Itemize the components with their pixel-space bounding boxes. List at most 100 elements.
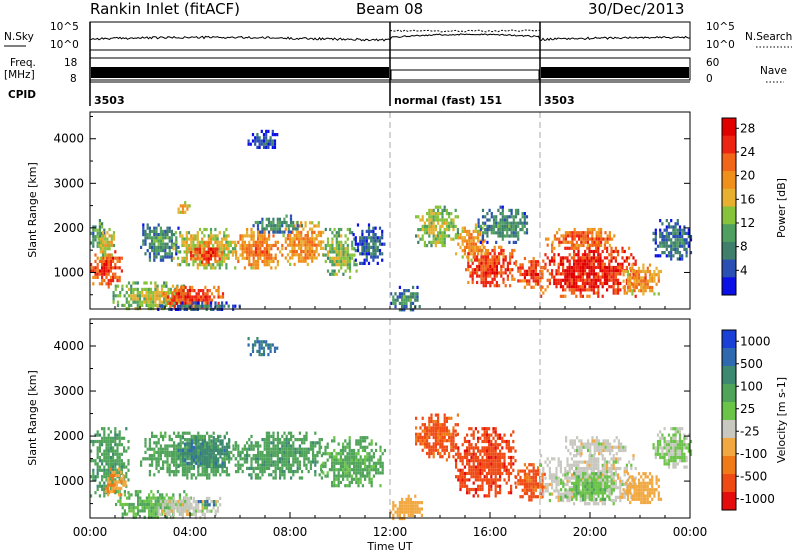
- power-cell: [361, 249, 364, 253]
- power-cell: [551, 243, 554, 247]
- power-cell: [376, 236, 379, 240]
- velocity-cell: [292, 470, 295, 474]
- velocity-cell: [423, 423, 426, 427]
- power-cell: [644, 285, 647, 290]
- power-cell: [603, 265, 606, 270]
- power-cell: [166, 226, 169, 230]
- power-cell: [426, 224, 429, 228]
- power-cell: [225, 266, 228, 270]
- power-cell: [670, 238, 673, 242]
- power-cell: [653, 279, 656, 283]
- power-cell: [621, 265, 624, 270]
- power-cell: [335, 272, 338, 276]
- power-cell: [272, 227, 275, 231]
- velocity-cell: [120, 436, 123, 440]
- velocity-cell: [126, 496, 129, 500]
- velocity-cell: [366, 452, 369, 456]
- power-cell: [432, 228, 435, 232]
- velocity-cell: [188, 454, 191, 458]
- power-cell: [495, 221, 498, 225]
- power-cell: [208, 289, 211, 293]
- velocity-cell: [183, 496, 187, 500]
- power-cell: [106, 253, 109, 257]
- velocity-cell: [219, 448, 222, 453]
- power-cell: [450, 212, 453, 216]
- velocity-cell: [217, 464, 220, 469]
- power-cell: [473, 271, 476, 275]
- power-cell: [625, 256, 628, 260]
- velocity-cell: [190, 448, 193, 453]
- power-cell: [370, 229, 373, 233]
- power-cell: [500, 271, 503, 275]
- power-cell: [398, 295, 401, 299]
- power-cell: [185, 237, 188, 241]
- velocity-cell: [156, 496, 159, 500]
- power-cell: [439, 240, 442, 244]
- velocity-cell: [103, 439, 106, 444]
- power-cell: [322, 230, 325, 234]
- power-cell: [186, 301, 189, 305]
- power-cell: [502, 255, 505, 259]
- velocity-cell: [173, 460, 176, 464]
- power-cell: [493, 274, 496, 278]
- power-cell: [421, 224, 424, 228]
- velocity-cell: [159, 447, 162, 451]
- power-cell: [234, 304, 237, 308]
- velocity-cell: [290, 463, 293, 467]
- power-cell: [116, 259, 119, 263]
- power-cell: [216, 244, 219, 248]
- power-cell: [575, 285, 578, 289]
- velocity-cell: [214, 448, 218, 453]
- velocity-cell: [166, 466, 169, 470]
- power-cell: [470, 252, 473, 256]
- power-cell: [243, 234, 246, 238]
- velocity-cell: [230, 457, 233, 461]
- power-cell: [340, 266, 343, 270]
- power-cell: [227, 234, 230, 238]
- power-cell: [361, 239, 364, 243]
- velocity-cell: [450, 435, 453, 440]
- velocity-cell: [261, 450, 264, 454]
- power-cell: [595, 237, 598, 241]
- power-cell: [241, 237, 244, 241]
- power-cell: [656, 244, 660, 248]
- power-patch: [545, 227, 616, 248]
- velocity-cell: [274, 444, 277, 448]
- power-cell: [672, 235, 675, 239]
- power-cell: [595, 259, 598, 263]
- power-cell: [170, 245, 173, 249]
- power-cell: [154, 297, 157, 301]
- power-cell: [495, 284, 498, 288]
- velocity-cell: [194, 512, 198, 516]
- power-cell: [207, 254, 210, 258]
- velocity-cell: [115, 483, 118, 487]
- velocity-cell: [342, 442, 345, 446]
- velocity-cell: [192, 455, 196, 459]
- velocity-cell: [122, 483, 125, 487]
- power-cell: [378, 239, 382, 243]
- power-cell: [481, 242, 484, 246]
- velocity-cell: [214, 466, 217, 470]
- nsearch-tick-bottom: 10^0: [706, 39, 735, 51]
- power-cell: [208, 298, 211, 302]
- power-cell: [612, 272, 615, 276]
- power-cell: [354, 239, 357, 243]
- power-cell: [398, 285, 401, 289]
- velocity-cell: [214, 473, 217, 477]
- power-cell: [335, 247, 338, 251]
- power-cell: [259, 220, 262, 225]
- power-cell: [648, 263, 652, 267]
- velocity-cell: [92, 439, 95, 444]
- power-cell: [186, 298, 189, 302]
- velocity-cell: [109, 449, 112, 453]
- power-cell: [297, 230, 301, 234]
- velocity-cell: [184, 458, 187, 462]
- power-cell: [153, 252, 156, 256]
- velocity-cell: [109, 439, 112, 444]
- power-cell: [276, 247, 279, 251]
- power-cell: [472, 252, 475, 256]
- velocity-cell: [177, 455, 180, 459]
- power-cell: [665, 238, 668, 242]
- velocity-cell: [199, 509, 202, 513]
- power-cell: [610, 272, 613, 276]
